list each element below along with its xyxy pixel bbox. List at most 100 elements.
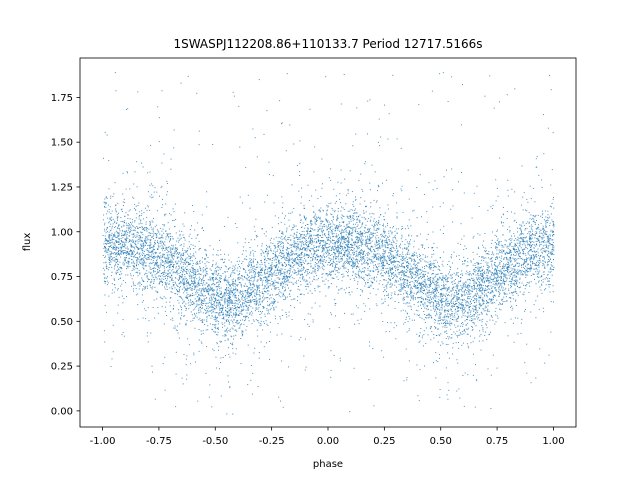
- data-point: [237, 267, 239, 269]
- data-point: [461, 273, 463, 275]
- data-point: [424, 281, 426, 283]
- data-point: [355, 251, 357, 253]
- data-point: [356, 216, 358, 218]
- data-point: [520, 229, 522, 231]
- data-point: [543, 228, 545, 230]
- data-point: [117, 312, 119, 314]
- data-point: [499, 308, 500, 310]
- data-point: [212, 273, 214, 275]
- data-point: [335, 315, 336, 317]
- data-point: [270, 284, 272, 286]
- data-point: [326, 227, 328, 229]
- data-point: [423, 271, 425, 273]
- data-point: [541, 251, 543, 253]
- data-point: [472, 319, 474, 321]
- data-point: [467, 265, 469, 266]
- data-point: [370, 285, 372, 287]
- data-point: [295, 243, 297, 245]
- data-point: [544, 210, 546, 212]
- data-point: [166, 194, 168, 196]
- data-point: [515, 281, 517, 282]
- data-point: [133, 265, 135, 267]
- data-point: [140, 244, 142, 246]
- data-point: [336, 266, 338, 268]
- data-point: [220, 362, 221, 364]
- data-point: [388, 257, 390, 259]
- data-point: [415, 260, 416, 262]
- data-point: [146, 230, 148, 232]
- data-point: [479, 284, 481, 285]
- data-point: [496, 239, 498, 241]
- data-point: [280, 243, 281, 245]
- data-point: [190, 257, 191, 259]
- data-point: [483, 260, 485, 262]
- data-point: [354, 243, 356, 245]
- data-point: [270, 248, 272, 250]
- data-point: [465, 248, 467, 249]
- data-point: [179, 235, 181, 237]
- data-point: [190, 289, 192, 291]
- data-point: [499, 293, 500, 295]
- data-point: [422, 293, 424, 294]
- data-point: [321, 232, 323, 234]
- data-point: [147, 278, 149, 280]
- data-point: [538, 257, 540, 259]
- data-point: [536, 232, 538, 234]
- data-point: [543, 229, 545, 231]
- data-point: [112, 252, 114, 254]
- data-point: [411, 276, 413, 278]
- data-point: [185, 322, 187, 324]
- data-point: [451, 303, 453, 304]
- data-point: [231, 283, 233, 285]
- data-point: [511, 188, 513, 190]
- data-point: [451, 290, 453, 292]
- data-point: [484, 288, 486, 290]
- data-point: [184, 263, 186, 265]
- data-point: [475, 267, 477, 269]
- data-point: [361, 223, 363, 225]
- data-point: [254, 271, 256, 272]
- data-point: [452, 281, 454, 283]
- data-point: [369, 345, 371, 347]
- data-point: [247, 291, 249, 293]
- data-point: [417, 290, 419, 292]
- data-point: [206, 306, 208, 308]
- data-point: [191, 304, 193, 306]
- data-point: [331, 270, 333, 272]
- data-point: [295, 259, 297, 261]
- data-point: [390, 269, 392, 271]
- data-point: [482, 288, 484, 290]
- data-point: [250, 379, 252, 381]
- data-point: [274, 253, 276, 255]
- data-point: [416, 314, 418, 316]
- data-point: [469, 303, 471, 305]
- data-point: [311, 248, 313, 250]
- data-point: [228, 353, 230, 355]
- data-point: [335, 242, 337, 244]
- data-point: [360, 241, 362, 243]
- data-point: [281, 309, 283, 311]
- data-point: [215, 317, 217, 319]
- data-point: [400, 259, 402, 260]
- data-point: [131, 270, 133, 271]
- data-point: [122, 201, 124, 203]
- data-point: [424, 314, 426, 315]
- data-point: [306, 254, 308, 256]
- data-point: [517, 258, 519, 260]
- data-point: [290, 266, 291, 267]
- data-point: [428, 291, 430, 293]
- data-point: [214, 331, 216, 333]
- data-point: [515, 276, 517, 278]
- data-point: [142, 280, 144, 282]
- data-point: [127, 262, 129, 264]
- data-point: [463, 290, 465, 292]
- data-point: [515, 300, 516, 302]
- data-point: [232, 290, 234, 291]
- data-point: [259, 278, 261, 280]
- data-point: [120, 267, 122, 269]
- data-point: [451, 314, 453, 316]
- data-point: [508, 253, 510, 254]
- data-point: [147, 237, 149, 239]
- data-point: [206, 289, 208, 291]
- data-point: [300, 265, 302, 267]
